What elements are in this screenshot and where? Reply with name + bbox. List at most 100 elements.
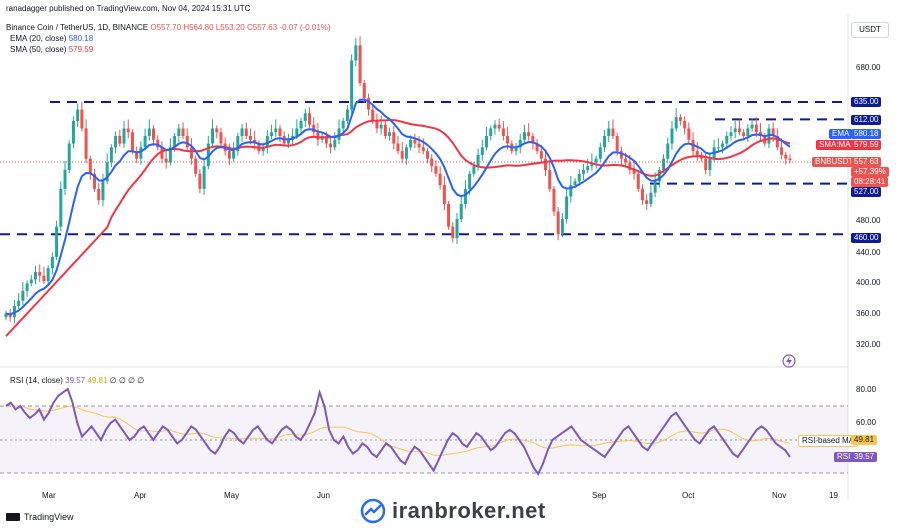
candle-body: [417, 143, 421, 148]
candle-body: [379, 124, 383, 129]
candle-body: [565, 196, 569, 220]
candle-body: [25, 283, 29, 291]
candle-body: [29, 279, 33, 284]
candle-body: [362, 83, 366, 99]
candle-body: [156, 139, 160, 148]
candle-body: [775, 136, 779, 148]
candle-body: [535, 143, 539, 152]
candle-body: [636, 173, 640, 189]
tag-sma-value: 579.59: [851, 140, 882, 150]
candle-body: [472, 166, 476, 174]
tag-612: 612.00: [851, 115, 882, 125]
candle-body: [657, 170, 661, 182]
tag-rsi-label: RSI: [834, 452, 854, 462]
candle-body: [501, 128, 505, 136]
candle-body: [143, 136, 147, 148]
candle-body: [750, 124, 754, 129]
candle-body: [400, 151, 404, 159]
candle-body: [721, 143, 725, 148]
candle-body: [211, 128, 215, 144]
candle-body: [152, 128, 156, 140]
candle-body: [493, 124, 497, 129]
ema-legend[interactable]: EMA (20, close) 580.18: [10, 34, 93, 43]
sma-50-line: [5, 118, 791, 337]
tradingview-footer[interactable]: TradingView: [6, 512, 74, 522]
candle-body: [569, 185, 573, 197]
tag-rsi-value: 39.57: [851, 452, 878, 462]
candle-body: [746, 128, 750, 136]
candle-body: [628, 162, 632, 170]
candle-body: [147, 128, 151, 136]
candle-body: [278, 128, 282, 136]
candle-body: [244, 128, 248, 136]
candle-body: [716, 147, 720, 149]
candle-body: [307, 113, 311, 125]
candle-body: [438, 173, 442, 186]
candle-body: [421, 147, 425, 152]
candle-body: [71, 120, 75, 144]
candle-body: [514, 147, 518, 152]
candle-body: [34, 272, 38, 280]
candle-body: [59, 188, 63, 227]
tradingview-logo-icon: [6, 513, 20, 521]
candle-body: [38, 272, 42, 276]
candle-body: [236, 136, 240, 152]
candle-body: [594, 158, 598, 163]
candle-body: [341, 120, 345, 129]
candle-body: [109, 147, 113, 163]
lightning-icon: [782, 354, 796, 368]
candle-body: [93, 173, 97, 189]
x-tick-apr: Apr: [134, 491, 147, 500]
candle-body: [21, 290, 25, 301]
candle-body: [442, 185, 446, 204]
candle-body: [695, 151, 699, 155]
candle-body: [434, 166, 438, 174]
candle-body: [788, 158, 792, 161]
candle-body: [670, 128, 674, 144]
y-tick-440: 440.00: [856, 248, 881, 257]
candle-body: [261, 147, 265, 152]
candle-body: [265, 136, 269, 148]
candle-body: [409, 139, 413, 148]
candle-body: [463, 188, 467, 204]
candle-body: [476, 154, 480, 167]
x-tick-sep: Sep: [592, 491, 607, 500]
candle-body: [248, 136, 252, 140]
rsi-legend[interactable]: RSI (14, close) 39.57 49.81 ∅ ∅ ∅ ∅: [10, 376, 144, 385]
candle-body: [118, 136, 122, 144]
tag-countdown: 08:28:41: [851, 177, 889, 187]
ema-legend-label: EMA (20, close): [10, 34, 67, 43]
tag-635: 635.00: [851, 97, 882, 107]
candle-body: [645, 200, 649, 204]
currency-button[interactable]: USDT: [851, 22, 889, 38]
candle-body: [527, 132, 531, 136]
tag-ema-label: EMA: [829, 129, 853, 139]
candle-body: [560, 219, 564, 235]
candle-body: [50, 256, 54, 269]
tag-rsi-ma-value: 49.81: [851, 435, 878, 445]
candle-body: [295, 128, 299, 136]
candle-body: [42, 275, 46, 282]
sma-legend-value: 579.59: [68, 45, 94, 54]
candle-body: [632, 170, 636, 174]
symbol-name[interactable]: Binance Coin / TetherUS, 1D, BINANCE: [6, 23, 149, 32]
candle-body: [447, 204, 451, 227]
rsi-legend-value: 39.57: [65, 376, 86, 385]
candle-body: [459, 204, 463, 220]
candle-body: [404, 147, 408, 159]
sma-legend-label: SMA (50, close): [10, 45, 67, 54]
candle-body: [548, 170, 552, 189]
candle-body: [286, 139, 290, 144]
candle-body: [164, 158, 168, 163]
candle-body: [619, 151, 623, 159]
candle-body: [130, 132, 134, 152]
candle-body: [784, 154, 788, 159]
tradingview-brand: TradingView: [24, 512, 74, 522]
candle-body: [426, 151, 430, 159]
rsi-tick-60: 60.00: [856, 418, 877, 427]
candle-body: [754, 124, 758, 133]
ema-legend-value: 580.18: [68, 34, 94, 43]
tag-rsi-ma-label: RSI-based MA: [798, 435, 859, 447]
sma-legend[interactable]: SMA (50, close) 579.59: [10, 45, 93, 54]
